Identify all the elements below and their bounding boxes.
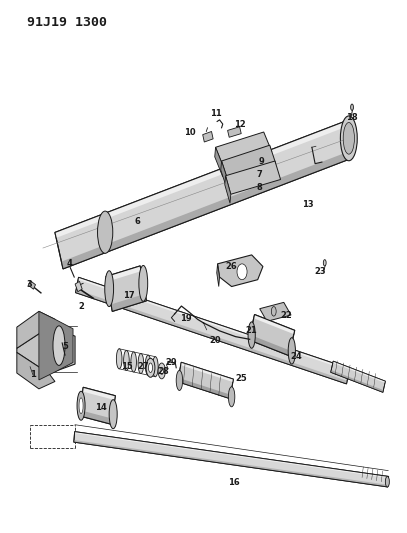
Ellipse shape <box>146 358 155 377</box>
Polygon shape <box>225 161 280 194</box>
Polygon shape <box>217 264 219 287</box>
Polygon shape <box>106 266 141 282</box>
Ellipse shape <box>53 326 65 366</box>
Polygon shape <box>249 314 295 356</box>
Ellipse shape <box>271 306 276 316</box>
Text: 25: 25 <box>236 374 247 383</box>
Text: 11: 11 <box>210 109 221 118</box>
Text: 10: 10 <box>184 127 195 136</box>
Ellipse shape <box>98 211 113 253</box>
Text: 18: 18 <box>346 113 358 122</box>
Ellipse shape <box>116 349 122 369</box>
Ellipse shape <box>105 271 114 306</box>
Polygon shape <box>17 327 75 374</box>
Text: 13: 13 <box>302 200 314 209</box>
Polygon shape <box>331 370 383 392</box>
Text: 27: 27 <box>138 362 149 371</box>
Ellipse shape <box>385 477 389 487</box>
Polygon shape <box>225 176 231 203</box>
Polygon shape <box>228 127 241 138</box>
Polygon shape <box>333 361 385 383</box>
Text: 1: 1 <box>30 370 36 379</box>
Polygon shape <box>76 289 347 384</box>
Polygon shape <box>254 314 295 334</box>
Polygon shape <box>181 362 234 382</box>
Ellipse shape <box>109 400 117 429</box>
Text: 9: 9 <box>259 157 265 166</box>
Polygon shape <box>79 387 115 424</box>
Text: 91J19 1300: 91J19 1300 <box>27 16 107 29</box>
Text: 20: 20 <box>210 336 221 345</box>
Text: 23: 23 <box>314 267 326 276</box>
Ellipse shape <box>153 357 158 377</box>
Polygon shape <box>203 132 213 142</box>
Text: 22: 22 <box>280 311 292 320</box>
Text: 28: 28 <box>158 367 169 376</box>
Polygon shape <box>17 352 55 389</box>
Ellipse shape <box>131 352 136 372</box>
Ellipse shape <box>160 367 163 375</box>
Text: 7: 7 <box>257 169 263 179</box>
Text: 5: 5 <box>62 342 68 351</box>
Text: 2: 2 <box>78 302 84 311</box>
Ellipse shape <box>343 123 354 154</box>
Ellipse shape <box>77 391 85 420</box>
Polygon shape <box>216 132 272 167</box>
Text: 26: 26 <box>226 262 237 271</box>
Text: 3: 3 <box>26 280 32 289</box>
Polygon shape <box>177 378 230 399</box>
Polygon shape <box>17 311 55 348</box>
Text: 21: 21 <box>246 326 258 335</box>
Polygon shape <box>249 335 290 356</box>
Text: 14: 14 <box>95 403 107 413</box>
Polygon shape <box>78 277 350 371</box>
Ellipse shape <box>248 322 255 348</box>
Polygon shape <box>74 432 389 487</box>
Polygon shape <box>177 362 234 399</box>
Ellipse shape <box>149 363 153 373</box>
Polygon shape <box>74 440 388 487</box>
Polygon shape <box>83 387 115 400</box>
Polygon shape <box>55 122 345 238</box>
Text: 17: 17 <box>123 291 135 300</box>
Bar <box>28 281 35 289</box>
Text: 16: 16 <box>228 478 239 487</box>
Bar <box>75 281 82 292</box>
Ellipse shape <box>323 260 326 266</box>
Text: 24: 24 <box>290 352 302 361</box>
Ellipse shape <box>139 265 148 301</box>
Ellipse shape <box>124 350 129 370</box>
Polygon shape <box>74 432 389 478</box>
Text: 8: 8 <box>257 183 263 192</box>
Polygon shape <box>61 151 352 269</box>
Ellipse shape <box>340 116 357 161</box>
Text: 6: 6 <box>134 217 140 226</box>
Ellipse shape <box>79 398 83 414</box>
Text: 29: 29 <box>166 358 177 367</box>
Polygon shape <box>106 266 147 311</box>
Ellipse shape <box>350 104 353 110</box>
Polygon shape <box>221 145 276 180</box>
Polygon shape <box>55 122 352 269</box>
Polygon shape <box>260 302 291 321</box>
Ellipse shape <box>228 387 235 407</box>
Ellipse shape <box>176 370 183 391</box>
Text: 15: 15 <box>121 362 133 371</box>
Ellipse shape <box>158 363 165 379</box>
Polygon shape <box>331 361 385 392</box>
Polygon shape <box>111 294 147 311</box>
Text: 19: 19 <box>179 314 191 322</box>
Text: 12: 12 <box>234 119 245 128</box>
Ellipse shape <box>145 355 151 375</box>
Polygon shape <box>215 147 223 177</box>
Ellipse shape <box>138 353 144 374</box>
Ellipse shape <box>288 338 295 364</box>
Ellipse shape <box>237 264 247 280</box>
Polygon shape <box>218 255 263 287</box>
Polygon shape <box>221 161 228 189</box>
Polygon shape <box>76 277 350 384</box>
Polygon shape <box>79 410 112 424</box>
Polygon shape <box>39 311 73 380</box>
Text: 4: 4 <box>66 260 72 268</box>
